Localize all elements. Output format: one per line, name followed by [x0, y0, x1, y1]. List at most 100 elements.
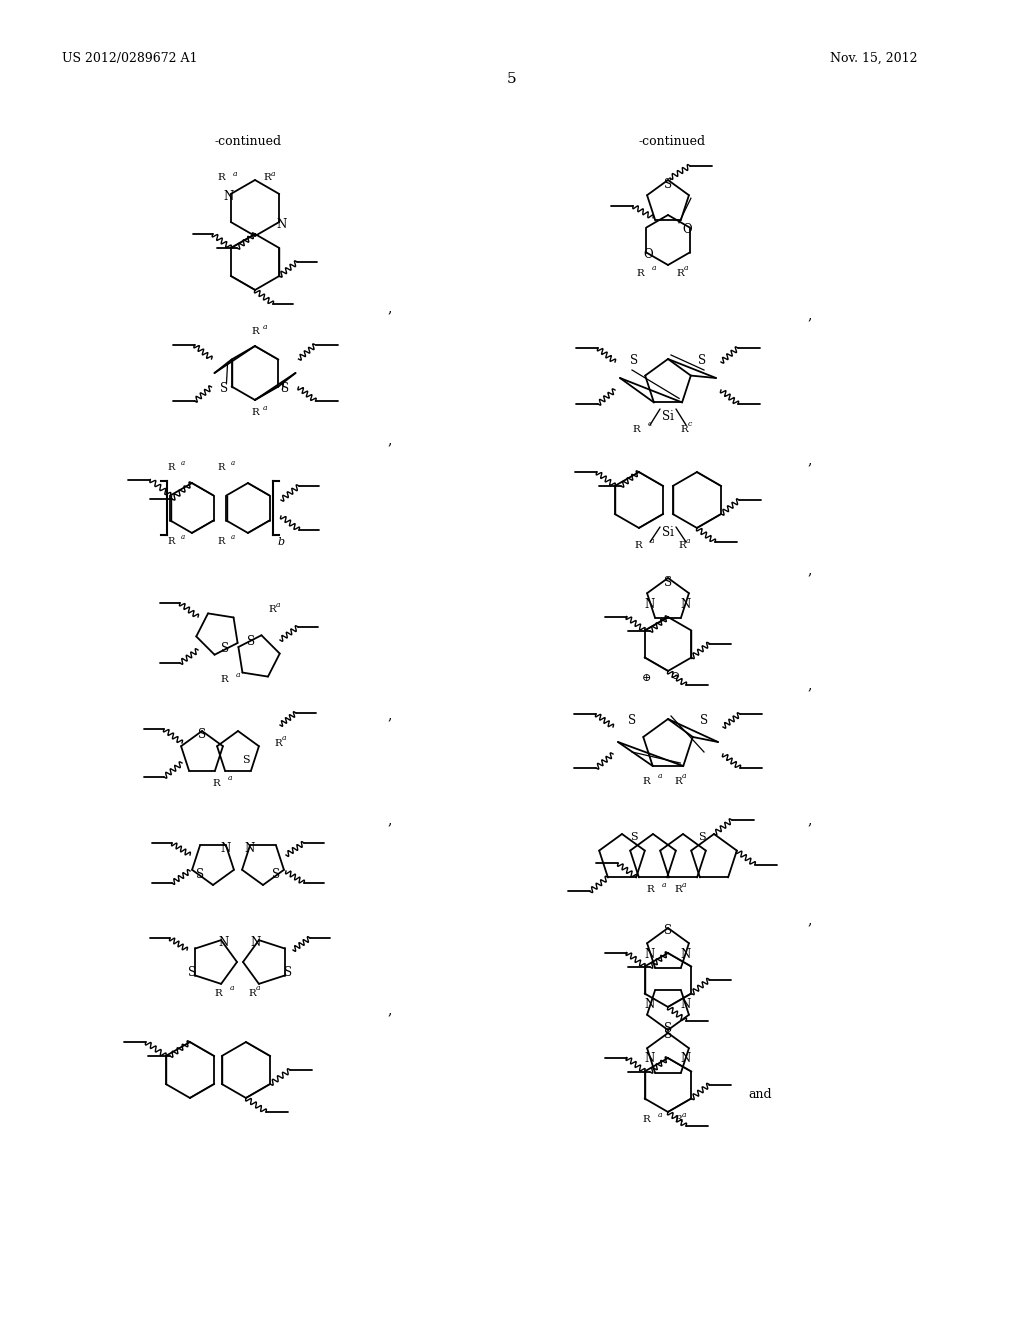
Text: ,: ,: [808, 678, 812, 692]
Text: R: R: [636, 268, 644, 277]
Text: S: S: [664, 177, 672, 190]
Text: N: N: [645, 998, 655, 1011]
Text: R: R: [168, 536, 175, 545]
Text: R: R: [212, 779, 220, 788]
Text: R: R: [217, 173, 225, 182]
Text: ⊙: ⊙: [672, 671, 681, 681]
Text: N: N: [645, 948, 655, 961]
Text: a: a: [230, 983, 234, 993]
Text: a: a: [263, 404, 267, 412]
Text: O: O: [643, 248, 653, 261]
Text: R: R: [168, 462, 175, 471]
Text: S: S: [243, 755, 250, 764]
Text: S: S: [284, 965, 292, 978]
Text: N: N: [681, 948, 691, 961]
Text: ,: ,: [388, 1003, 392, 1016]
Text: S: S: [698, 832, 706, 842]
Text: ,: ,: [808, 564, 812, 577]
Text: US 2012/0289672 A1: US 2012/0289672 A1: [62, 51, 198, 65]
Text: Si: Si: [663, 525, 674, 539]
Text: R: R: [680, 425, 688, 433]
Text: a: a: [236, 671, 241, 678]
Text: a: a: [682, 1111, 686, 1119]
Text: O: O: [683, 223, 692, 236]
Text: S: S: [220, 383, 228, 396]
Text: and: and: [748, 1089, 772, 1101]
Text: ⊕: ⊕: [641, 673, 650, 682]
Text: S: S: [700, 714, 708, 727]
Text: R: R: [218, 462, 225, 471]
Text: a: a: [652, 264, 656, 272]
Text: a: a: [662, 880, 667, 888]
Text: R: R: [634, 541, 642, 550]
Text: R: R: [642, 776, 650, 785]
Text: S: S: [664, 576, 672, 589]
Text: a: a: [276, 601, 281, 609]
Text: R: R: [220, 676, 228, 685]
Text: a: a: [256, 983, 260, 993]
Text: R: R: [251, 408, 259, 417]
Text: a: a: [282, 734, 287, 742]
Text: N: N: [681, 1052, 691, 1065]
Text: a: a: [658, 772, 663, 780]
Text: N: N: [221, 842, 231, 855]
Text: R: R: [674, 776, 682, 785]
Text: R: R: [263, 173, 270, 182]
Text: N: N: [681, 598, 691, 610]
Text: a: a: [682, 880, 686, 888]
Text: S: S: [248, 635, 255, 648]
Text: S: S: [630, 832, 638, 842]
Text: N: N: [223, 190, 233, 202]
Text: -continued: -continued: [638, 135, 706, 148]
Text: -continued: -continued: [214, 135, 282, 148]
Text: R: R: [674, 886, 682, 895]
Text: N: N: [251, 936, 261, 949]
Text: S: S: [198, 727, 206, 741]
Text: Si: Si: [663, 411, 674, 422]
Text: R: R: [218, 536, 225, 545]
Text: ,: ,: [808, 813, 812, 828]
Text: R: R: [248, 989, 256, 998]
Text: R: R: [274, 738, 282, 747]
Text: R: R: [214, 989, 222, 998]
Text: a: a: [686, 537, 690, 545]
Text: R: R: [676, 268, 684, 277]
Text: b: b: [278, 537, 285, 546]
Text: a: a: [650, 537, 654, 545]
Text: R: R: [632, 425, 640, 433]
Text: S: S: [664, 1022, 672, 1035]
Text: a: a: [181, 533, 185, 541]
Text: S: S: [664, 1028, 672, 1041]
Text: a: a: [658, 1111, 663, 1119]
Text: R: R: [646, 886, 654, 895]
Text: 5: 5: [507, 73, 517, 86]
Text: ,: ,: [388, 708, 392, 722]
Text: N: N: [681, 998, 691, 1011]
Text: Nov. 15, 2012: Nov. 15, 2012: [830, 51, 918, 65]
Text: ,: ,: [388, 301, 392, 315]
Text: a: a: [181, 459, 185, 467]
Text: ,: ,: [808, 453, 812, 467]
Text: R: R: [268, 606, 275, 615]
Text: S: S: [282, 383, 290, 396]
Text: a: a: [263, 323, 267, 331]
Text: ,: ,: [388, 813, 392, 828]
Text: S: S: [196, 869, 204, 882]
Text: a: a: [228, 774, 232, 781]
Text: ,: ,: [388, 433, 392, 447]
Text: a: a: [231, 533, 236, 541]
Text: R: R: [674, 1115, 682, 1125]
Text: S: S: [664, 924, 672, 936]
Text: S: S: [630, 355, 638, 367]
Text: N: N: [276, 218, 287, 231]
Text: c: c: [688, 420, 692, 428]
Text: S: S: [628, 714, 636, 727]
Text: a: a: [271, 170, 275, 178]
Text: ,: ,: [808, 308, 812, 322]
Text: N: N: [245, 842, 255, 855]
Text: a: a: [684, 264, 688, 272]
Text: N: N: [645, 1052, 655, 1065]
Text: S: S: [188, 965, 196, 978]
Text: S: S: [272, 869, 280, 882]
Text: S: S: [698, 355, 707, 367]
